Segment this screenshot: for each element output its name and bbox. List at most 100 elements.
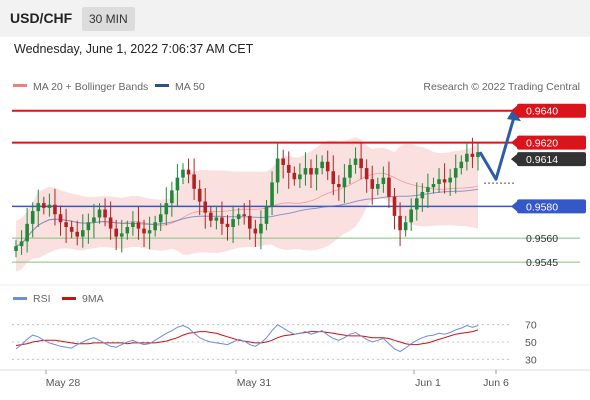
candle-body [420,191,425,199]
candle-body [142,228,146,234]
candle-body [309,168,313,175]
candle-body [220,217,224,224]
watermark: Research © 2022 Trading Central [423,81,580,93]
rsi-tick-label: 30 [525,354,537,366]
ma9-legend-swatch [62,297,76,300]
bb-legend-label: MA 20 + Bollinger Bands [33,81,148,93]
candle-body [342,177,347,188]
candle-body [30,211,35,224]
candle-body [36,203,41,212]
candle-body [437,179,441,185]
symbol-label: USD/CHF [10,10,73,26]
x-tick-label: Jun 1 [415,377,441,389]
candle-body [197,188,202,202]
candle-body [103,209,107,218]
candle-body [476,152,480,157]
candle-body [320,161,324,169]
candle-body [181,169,185,178]
candle-body [364,168,369,180]
ma50-legend-label: MA 50 [175,81,205,93]
chart-datetime: Wednesday, June 1, 2022 7:06:37 AM CET [14,42,254,56]
candle-body [131,222,135,228]
candle-body [259,223,263,234]
candle-body [186,169,191,175]
level-tag-bg [517,135,586,150]
candle-body [58,214,63,223]
level-tag-bg [517,199,586,214]
candle-body [75,231,80,237]
ma9-legend-label: 9MA [82,293,104,305]
candle-body [370,179,375,189]
ma50-line-group [15,188,479,247]
candle-body [414,198,419,210]
level-label: 0.9640 [526,106,558,118]
level-tag-pointer [511,154,517,165]
rsi-panel: 70 50 30 [12,320,537,366]
candle-body [19,241,24,247]
candle-body [275,158,280,183]
bollinger-band [15,137,479,272]
candle-body [209,212,213,221]
candle-body [203,201,208,213]
candle-body [14,246,18,251]
level-label: 0.9545 [526,257,558,269]
candle-body [125,227,130,234]
candle-body [214,217,219,221]
candle-body [314,168,319,175]
level-label: 0.9580 [526,201,558,213]
candle-body [153,222,157,231]
candle-body [86,222,91,231]
x-tick-label: May 28 [46,377,81,389]
candle-body [225,223,230,228]
candle-body [25,223,29,242]
candle-body [470,153,475,157]
candle-body [292,172,297,180]
candle-body [270,182,274,207]
x-tick-label: May 31 [237,377,272,389]
candle-body [119,233,124,237]
candle-body [247,215,252,229]
candle-body [170,190,174,204]
candle-body [348,164,352,178]
candle-body [465,153,469,162]
level-label: 0.9560 [526,233,558,245]
candle-body [426,187,430,192]
price-levels [12,109,580,263]
candle-body [92,217,96,223]
rsi-legend-swatch [13,297,27,300]
rsi-legend-label: RSI [33,293,51,305]
candle-body [69,227,74,232]
candle-body [392,196,397,216]
candle-body [53,204,57,215]
candle-body [80,230,85,237]
level-tag-pointer [511,105,517,116]
candles [14,137,480,258]
candle-body [398,215,402,231]
candle-body [97,209,102,218]
rsi-tick-label: 70 [525,320,537,332]
candle-body [158,214,163,223]
candle-body [353,158,358,165]
candle-body [47,204,52,208]
candle-body [242,214,247,216]
candle-body [431,184,436,188]
candle-body [114,228,118,237]
candle-body [403,222,408,231]
candle-body [459,161,464,169]
candle-body [264,206,269,224]
candle-body [325,161,330,172]
top-toolbar: USD/CHF 30 MIN [0,0,590,37]
forecast-path [478,116,516,181]
candle-body [164,203,169,215]
timeframe-button[interactable]: 30 MIN [82,7,135,31]
candle-body [64,222,68,228]
candle-body [337,184,341,188]
candle-body [409,209,414,223]
ma50-legend-swatch [155,84,169,87]
candle-body [376,184,380,189]
candle-body [298,174,302,180]
level-label: 0.9614 [526,154,558,166]
candle-body [331,171,336,185]
candle-body [253,228,258,234]
